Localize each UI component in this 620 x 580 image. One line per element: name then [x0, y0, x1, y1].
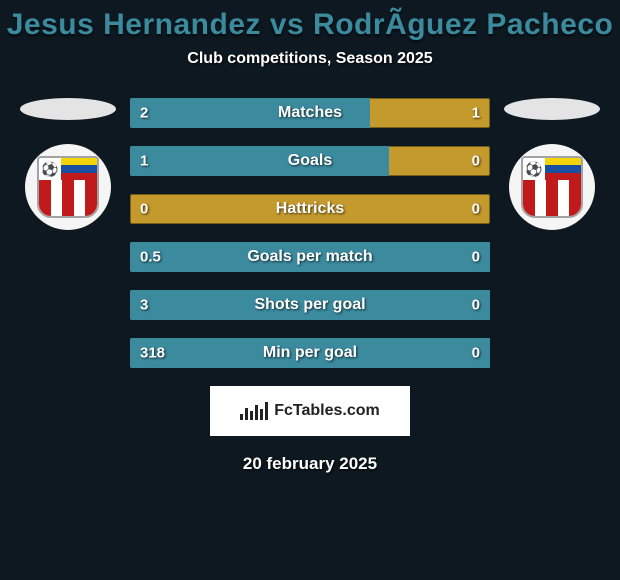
stat-row: 318 Min per goal 0	[130, 338, 490, 368]
stat-row: 2 Matches 1	[130, 98, 490, 128]
stat-value-right: 0	[472, 201, 480, 218]
stat-label: Matches	[278, 104, 342, 122]
left-club-crest: ⚽	[25, 144, 111, 230]
stat-fill	[130, 146, 389, 176]
attribution-bars-icon	[240, 402, 268, 420]
stat-row: 0 Hattricks 0	[130, 194, 490, 224]
stat-value-right: 0	[472, 345, 480, 362]
stat-value-left: 0	[140, 201, 148, 218]
stat-label: Hattricks	[276, 200, 344, 218]
right-player-col: ⚽	[504, 98, 600, 230]
stat-value-left: 2	[140, 105, 148, 122]
stripes-icon	[39, 180, 97, 216]
ball-icon: ⚽	[39, 158, 61, 180]
stat-value-left: 0.5	[140, 249, 161, 266]
date-line: 20 february 2025	[243, 454, 377, 474]
stat-value-right: 0	[472, 249, 480, 266]
comparison-row: ⚽ 2 Matches 1 1 Goals 0 0 Hattricks 0 0.5 Goals pe…	[0, 98, 620, 368]
stat-label: Shots per goal	[254, 296, 365, 314]
flag-icon	[61, 158, 97, 180]
attribution-text: FcTables.com	[274, 402, 380, 420]
shadow-ellipse-left	[20, 98, 116, 120]
stat-label: Goals	[288, 152, 332, 170]
stat-value-left: 318	[140, 345, 165, 362]
stat-row: 3 Shots per goal 0	[130, 290, 490, 320]
stat-value-right: 0	[472, 153, 480, 170]
stat-row: 0.5 Goals per match 0	[130, 242, 490, 272]
attribution-badge: FcTables.com	[210, 386, 410, 436]
stat-label: Min per goal	[263, 344, 357, 362]
flag-icon	[545, 158, 581, 180]
stat-value-left: 3	[140, 297, 148, 314]
shadow-ellipse-right	[504, 98, 600, 120]
right-club-crest: ⚽	[509, 144, 595, 230]
stat-value-right: 0	[472, 297, 480, 314]
stat-value-right: 1	[472, 105, 480, 122]
stat-value-left: 1	[140, 153, 148, 170]
stripes-icon	[523, 180, 581, 216]
stat-row: 1 Goals 0	[130, 146, 490, 176]
ball-icon: ⚽	[523, 158, 545, 180]
page-title: Jesus Hernandez vs RodrÃ­guez Pacheco	[7, 8, 614, 42]
stat-label: Goals per match	[247, 248, 372, 266]
subtitle: Club competitions, Season 2025	[187, 50, 432, 68]
left-player-col: ⚽	[20, 98, 116, 230]
stats-column: 2 Matches 1 1 Goals 0 0 Hattricks 0 0.5 Goals per …	[130, 98, 490, 368]
